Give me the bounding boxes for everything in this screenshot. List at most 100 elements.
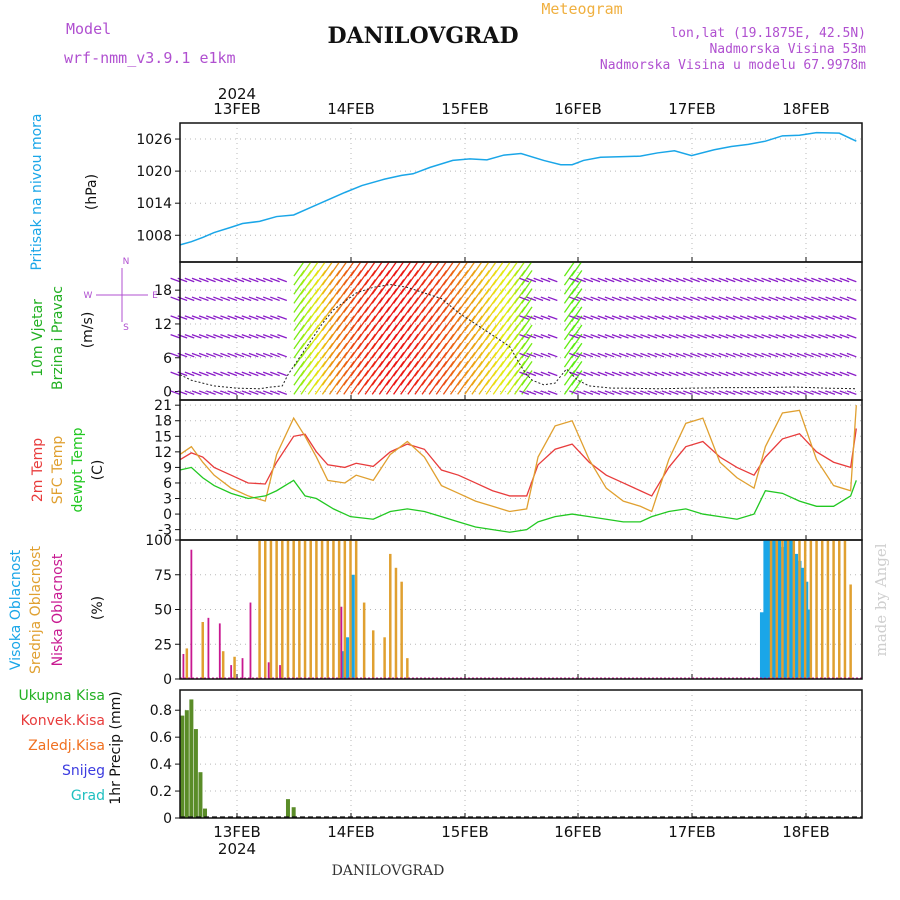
wind-barb — [576, 277, 587, 283]
wind-barb — [220, 315, 231, 320]
mid-cloud-bar — [309, 540, 312, 679]
pressure-line — [179, 131, 857, 246]
wind-barb — [213, 334, 223, 339]
wind-ylabel-1: 10m Vjetar — [30, 299, 46, 377]
wind-barb — [739, 296, 750, 302]
wind-barb — [191, 352, 202, 358]
wind-barb — [277, 334, 288, 339]
wind-barb — [725, 371, 736, 377]
wind-barb — [618, 296, 629, 302]
high-cloud-bar — [800, 567, 805, 679]
y-tick-label-0: 1008 — [136, 228, 172, 244]
wind-barb — [633, 315, 643, 320]
wind-barb — [640, 371, 651, 377]
wind-barb — [754, 371, 764, 377]
wind-barb — [818, 352, 829, 358]
temp-unit: (C) — [90, 460, 106, 481]
wind-barb — [711, 390, 722, 395]
wind-barb — [519, 296, 530, 302]
wind-barb — [227, 371, 238, 377]
wind-barb — [747, 277, 757, 283]
mid-cloud-bar — [769, 540, 773, 679]
wind-barb — [576, 371, 587, 377]
wind-barb — [521, 297, 533, 313]
wind-barb — [668, 390, 679, 395]
wind-barb — [697, 352, 708, 358]
wind-barb — [248, 334, 259, 339]
wind-barb — [540, 371, 551, 377]
wind-barb — [569, 277, 579, 283]
wind-barb — [521, 288, 533, 304]
wind-barb — [732, 352, 743, 358]
wind-barb — [569, 296, 579, 302]
wind-barb — [761, 315, 772, 320]
wind-barb — [234, 390, 245, 395]
wind-barb — [198, 277, 209, 283]
wind-barb — [747, 315, 757, 320]
mid-cloud-bar — [792, 540, 796, 679]
wind-barb — [796, 277, 807, 283]
wind-barb — [533, 315, 544, 320]
panel-border — [179, 689, 863, 819]
wind-compass: N E W S — [84, 257, 159, 333]
wind-barb — [540, 296, 551, 302]
wind-barb — [747, 352, 757, 358]
wind-barb — [184, 352, 195, 358]
wind-barb — [464, 260, 476, 277]
wind-barb — [704, 296, 715, 302]
wind-barb — [191, 371, 202, 377]
wind-barb — [618, 390, 629, 395]
wind-barb — [626, 315, 636, 320]
wind-barb — [668, 352, 679, 358]
wind-barb — [626, 371, 636, 377]
wind-barb — [277, 390, 288, 395]
wind-barb — [675, 352, 686, 358]
mid-cloud-bar — [832, 540, 835, 679]
wind-barb — [739, 277, 750, 283]
wind-barb — [668, 296, 679, 302]
wind-barb — [262, 315, 273, 320]
mid-cloud-bar — [349, 540, 352, 679]
wind-barb — [661, 296, 672, 302]
wind-barb — [569, 315, 579, 320]
wind-barb — [241, 296, 252, 302]
wind-barb — [732, 390, 743, 395]
wind-barb — [768, 352, 779, 358]
wind-barb — [661, 334, 672, 339]
station-title: DANILOVGRAD — [327, 23, 518, 49]
wind-barb — [234, 277, 245, 283]
wind-barb — [449, 260, 462, 277]
wind-barb — [184, 296, 195, 302]
wind-barb — [839, 296, 850, 302]
wind-barb — [654, 277, 665, 283]
wind-barb — [654, 390, 665, 395]
mid-cloud-bar — [292, 540, 295, 679]
wind-barb — [711, 315, 722, 320]
wind-barb — [198, 315, 209, 320]
wind-barb — [789, 296, 800, 302]
total-precip-bar — [285, 799, 290, 818]
wind-barb — [255, 296, 266, 302]
wind-barb — [547, 334, 558, 339]
wind-barb — [255, 277, 266, 283]
wind-barb — [442, 260, 455, 277]
y-tick-label-4: 9 — [163, 460, 172, 476]
wind-barb — [846, 390, 857, 395]
bottom-date-label: 16FEB — [554, 823, 601, 841]
high-cloud-bar — [766, 540, 771, 679]
low-cloud-bar — [207, 617, 210, 679]
wind-barb — [198, 371, 209, 377]
wind-barb — [647, 371, 658, 377]
wind-barb — [739, 371, 750, 377]
wind-barb — [839, 315, 850, 320]
wind-barb — [270, 334, 280, 339]
wind-barb — [811, 277, 821, 283]
wind-barb — [533, 390, 544, 395]
wind-barb — [754, 352, 764, 358]
wind-barb — [314, 260, 327, 277]
y-tick-label-3: 75 — [154, 568, 172, 584]
wind-barb — [277, 296, 288, 302]
wind-barb — [350, 260, 362, 277]
bottom-year-label: 2024 — [218, 840, 256, 858]
wind-barb — [583, 315, 594, 320]
